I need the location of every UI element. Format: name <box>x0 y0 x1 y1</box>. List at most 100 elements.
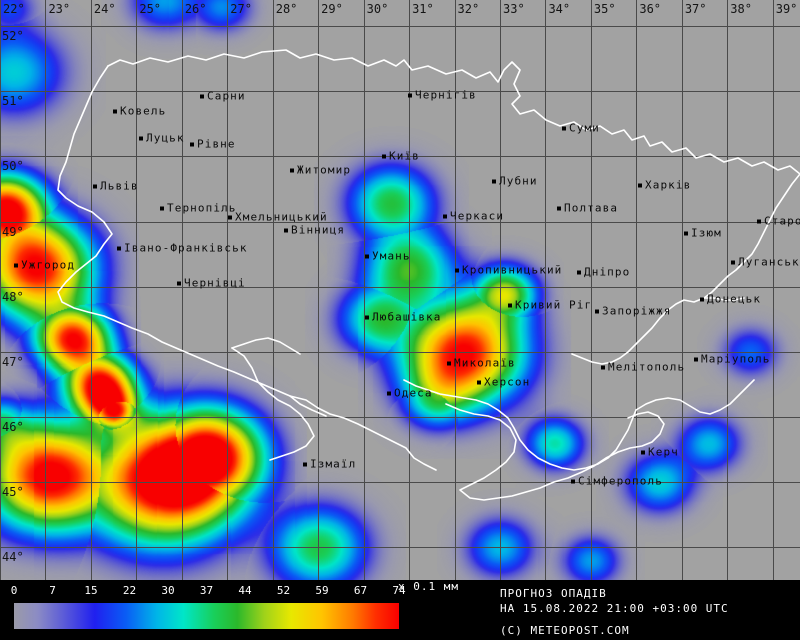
latitude-label: 52° <box>2 29 24 44</box>
legend-footer: 0 7 15 22 30 37 44 52 59 67 74 x 0.1 мм ПРОГНОЗ ОП… <box>0 580 800 640</box>
precipitation-map[interactable]: 22° 23° 24° 25° 26° 27° 28° 29° 30° 31° 32° 33° 34° 3… <box>0 0 800 580</box>
city-label: Кривий Ріг <box>508 299 592 312</box>
city-marker-dot <box>641 450 645 454</box>
color-scale-tick: 0 <box>10 584 18 597</box>
city-name: Чернівці <box>184 276 246 290</box>
city-label: Тернопіль <box>160 202 237 215</box>
city-name: Херсон <box>484 375 531 389</box>
city-name: Мелітополь <box>608 360 686 374</box>
forecast-timestamp: НА 15.08.2022 21:00 +03:00 UTC <box>500 602 729 615</box>
city-name: Тернопіль <box>167 201 237 215</box>
city-marker-dot <box>365 254 369 258</box>
city-name: Ізюм <box>691 226 722 240</box>
city-name: Кривий Ріг <box>515 298 593 312</box>
city-marker-dot <box>571 479 575 483</box>
latitude-label: 49° <box>2 224 24 239</box>
forecast-info: ПРОГНОЗ ОПАДІВ НА 15.08.2022 21:00 +03:0… <box>500 586 729 616</box>
city-marker-dot <box>694 357 698 361</box>
city-label: Рівне <box>190 138 236 151</box>
longitude-label: 37° <box>684 2 707 16</box>
city-marker-dot <box>284 228 288 232</box>
color-scale-unit-label: x 0.1 мм <box>398 580 459 593</box>
city-name: Лубни <box>499 174 538 188</box>
city-label: Ізюм <box>684 227 722 240</box>
graticule-layer <box>0 0 800 580</box>
city-name: Луцьк <box>146 131 185 145</box>
longitude-label: 39° <box>775 2 798 16</box>
city-label: Сімферополь <box>571 475 663 488</box>
city-name: Сарни <box>207 89 246 103</box>
city-label: Запоріжжя <box>595 305 672 318</box>
city-marker-dot <box>382 154 386 158</box>
city-label: Донецьк <box>700 293 761 306</box>
city-marker-dot <box>601 365 605 369</box>
city-name: Запоріжжя <box>602 304 672 318</box>
map-labels-layer: 22° 23° 24° 25° 26° 27° 28° 29° 30° 31° 32° 33° 34° 3… <box>2 2 800 565</box>
city-label: Любашівка <box>365 311 442 324</box>
city-name: Харків <box>645 178 692 192</box>
city-marker-dot <box>200 94 204 98</box>
city-name: Черкаси <box>450 209 505 223</box>
longitude-label: 32° <box>457 2 480 16</box>
city-marker-dot <box>290 168 294 172</box>
color-scale-tick: 37 <box>199 584 214 597</box>
city-label: Львів <box>93 180 139 193</box>
city-marker-dot <box>139 136 143 140</box>
city-marker-dot <box>492 179 496 183</box>
city-marker-dot <box>190 142 194 146</box>
city-label: Суми <box>562 122 600 135</box>
city-name: Рівне <box>197 137 236 151</box>
city-marker-dot <box>443 214 447 218</box>
city-name: Київ <box>389 149 420 163</box>
city-name: Одеса <box>394 386 433 400</box>
city-marker-dot <box>113 109 117 113</box>
longitude-label: 30° <box>366 2 389 16</box>
city-name: Маріуполь <box>701 352 771 366</box>
city-label: Миколаїв <box>447 357 516 370</box>
color-scale-tick: 67 <box>353 584 368 597</box>
city-label: Херсон <box>477 376 530 389</box>
color-scale-tick: 22 <box>122 584 137 597</box>
city-name: Кропивницький <box>462 263 563 277</box>
longitude-label: 25° <box>139 2 162 16</box>
city-marker-dot <box>684 231 688 235</box>
latitude-label: 51° <box>2 94 24 109</box>
city-name: Житомир <box>297 163 352 177</box>
city-name: Львів <box>100 179 139 193</box>
city-label: Ужгород <box>14 259 75 272</box>
city-marker-dot <box>455 268 459 272</box>
city-marker-dot <box>14 263 18 267</box>
longitude-label: 36° <box>639 2 662 16</box>
city-name: Хмельницький <box>235 210 328 224</box>
city-label: Київ <box>382 150 420 163</box>
city-marker-dot <box>577 270 581 274</box>
city-name: Миколаїв <box>454 356 516 370</box>
city-marker-dot <box>228 215 232 219</box>
city-marker-dot <box>408 93 412 97</box>
longitude-label: 28° <box>275 2 298 16</box>
city-name: Дніпро <box>584 265 631 279</box>
longitude-label: 34° <box>548 2 571 16</box>
city-marker-dot <box>757 219 761 223</box>
color-scale-tick: 52 <box>276 584 291 597</box>
latitude-label: 44° <box>2 550 24 565</box>
city-marker-dot <box>365 315 369 319</box>
city-label: Житомир <box>290 164 351 177</box>
city-label: Одеса <box>387 387 433 400</box>
city-marker-dot <box>117 246 121 250</box>
city-label: Луганськ <box>731 256 800 269</box>
longitude-label: 27° <box>230 2 252 16</box>
city-marker-dot <box>731 260 735 264</box>
longitude-label: 33° <box>503 2 525 16</box>
color-scale-tick: 15 <box>84 584 98 597</box>
latitude-label: 46° <box>2 420 24 435</box>
city-marker-dot <box>557 206 561 210</box>
city-label: Мелітополь <box>601 361 685 374</box>
city-label: Луцьк <box>139 132 185 145</box>
city-label: Харків <box>638 179 691 192</box>
city-name: Донецьк <box>707 292 762 306</box>
city-marker-dot <box>595 309 599 313</box>
city-label: Івано-Франківськ <box>117 242 248 255</box>
precipitation-heatmap-layer <box>0 0 800 580</box>
